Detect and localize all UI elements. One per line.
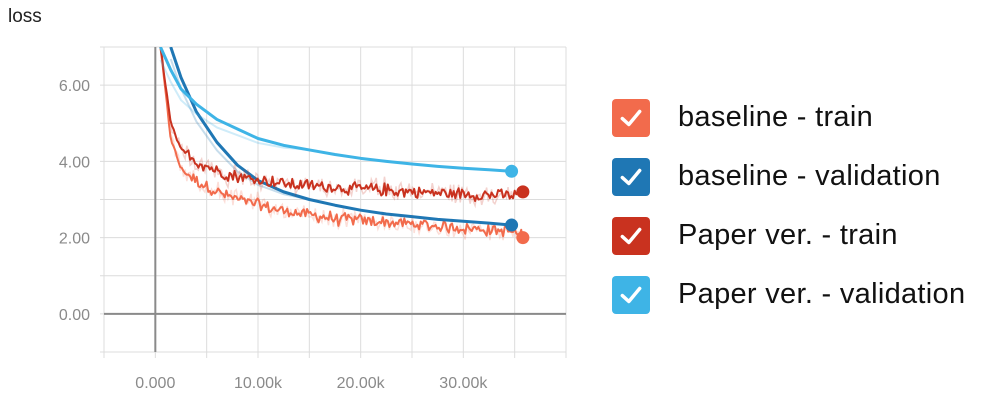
- series-end-point: [505, 218, 519, 232]
- series-group: [169, 47, 512, 227]
- series-group: [159, 47, 524, 244]
- checkbox-icon[interactable]: [612, 98, 650, 137]
- x-tick-label: 10.00k: [234, 375, 283, 392]
- series-end-point: [516, 185, 530, 199]
- series-group: [159, 47, 524, 209]
- legend: baseline - train baseline - validation Pap…: [612, 88, 965, 324]
- tick-labels: 0.00 2.00 4.00 6.00 0.000 10.00k 20.00k 30.00k: [59, 78, 488, 392]
- series-lines: [159, 47, 530, 245]
- checkbox-icon[interactable]: [612, 216, 650, 255]
- legend-item[interactable]: Paper ver. - train: [612, 206, 965, 265]
- series-line-paper-ver-train: [159, 47, 524, 203]
- y-tick-label: 2.00: [59, 231, 90, 248]
- legend-item[interactable]: baseline - validation: [612, 147, 965, 206]
- y-tick-label: 0.00: [59, 307, 90, 324]
- series-raw-line: [159, 48, 524, 209]
- checkbox-icon[interactable]: [612, 275, 650, 314]
- series-line-paper-ver-validation: [159, 47, 512, 173]
- axes: [104, 47, 566, 352]
- y-tick-label: 4.00: [59, 154, 90, 171]
- series-end-point: [516, 231, 530, 245]
- series-line-baseline-train: [159, 47, 524, 244]
- x-tick-label: 30.00k: [439, 375, 488, 392]
- series-line-baseline-validation: [169, 47, 512, 227]
- x-tick-label: 20.00k: [337, 375, 386, 392]
- series-end-point: [505, 164, 519, 178]
- legend-item[interactable]: Paper ver. - validation: [612, 265, 965, 324]
- y-tick-label: 6.00: [59, 78, 90, 95]
- legend-label: Paper ver. - validation: [678, 278, 966, 310]
- legend-label: baseline - validation: [678, 160, 941, 192]
- x-tick-label: 0.000: [135, 375, 175, 392]
- y-axis-label: loss: [8, 6, 42, 27]
- legend-item[interactable]: baseline - train: [612, 88, 965, 147]
- checkbox-icon[interactable]: [612, 157, 650, 196]
- legend-label: Paper ver. - train: [678, 219, 898, 251]
- series-group: [159, 47, 512, 173]
- legend-label: baseline - train: [678, 101, 874, 133]
- series-raw-line: [159, 48, 524, 244]
